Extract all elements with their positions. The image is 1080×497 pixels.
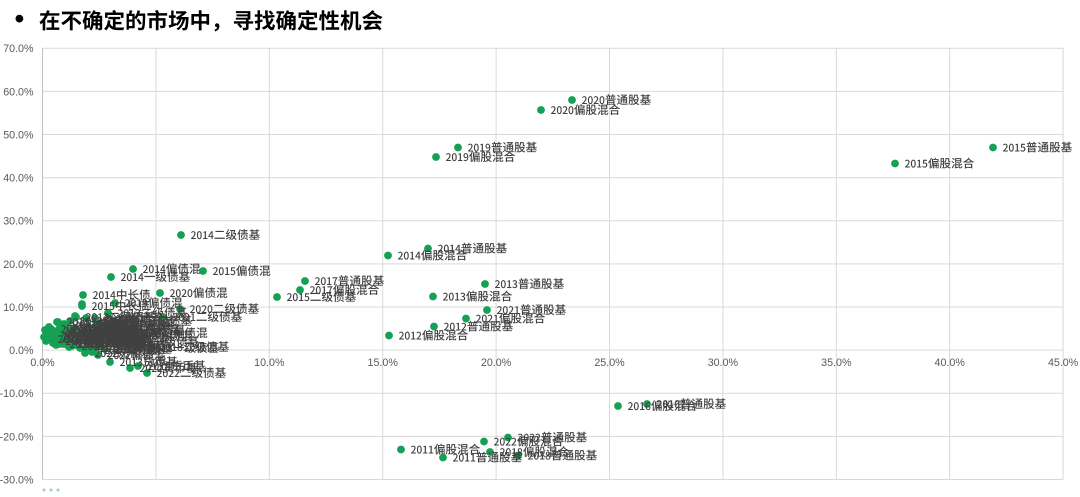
svg-text:-20.0%: -20.0% xyxy=(0,431,34,443)
svg-text:35.0%: 35.0% xyxy=(821,357,852,369)
svg-text:20.0%: 20.0% xyxy=(3,259,34,271)
svg-text:60.0%: 60.0% xyxy=(3,86,34,98)
svg-text:15.0%: 15.0% xyxy=(368,357,399,369)
svg-text:30.0%: 30.0% xyxy=(708,357,739,369)
svg-text:30.0%: 30.0% xyxy=(3,216,34,228)
svg-text:25.0%: 25.0% xyxy=(594,357,625,369)
svg-text:40.0%: 40.0% xyxy=(935,357,966,369)
svg-text:0.0%: 0.0% xyxy=(30,357,55,369)
svg-text:70.0%: 70.0% xyxy=(3,43,34,55)
svg-text:10.0%: 10.0% xyxy=(254,357,285,369)
svg-text:-10.0%: -10.0% xyxy=(0,388,34,400)
svg-text:-30.0%: -30.0% xyxy=(0,474,34,486)
svg-text:20.0%: 20.0% xyxy=(481,357,512,369)
svg-text:10.0%: 10.0% xyxy=(3,302,34,314)
svg-text:50.0%: 50.0% xyxy=(3,129,34,141)
svg-text:0.0%: 0.0% xyxy=(9,345,34,357)
svg-text:45.0%: 45.0% xyxy=(1048,357,1079,369)
svg-text:40.0%: 40.0% xyxy=(3,173,34,185)
